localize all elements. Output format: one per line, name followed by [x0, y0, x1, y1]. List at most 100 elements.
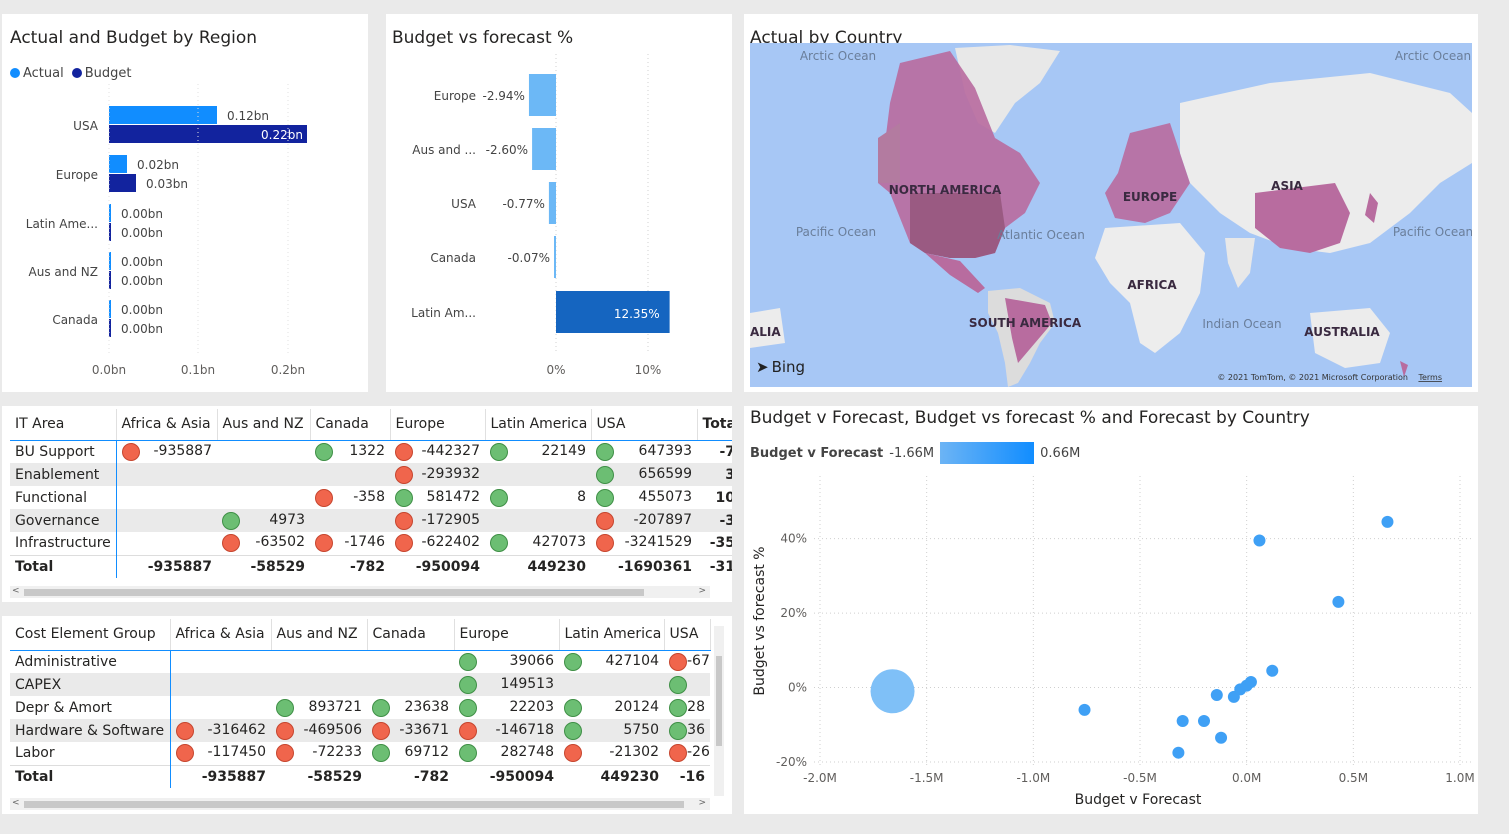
actual-bar[interactable] — [109, 252, 111, 270]
it-row-label[interactable]: Enablement — [10, 463, 117, 486]
scatter-point[interactable] — [1332, 595, 1345, 608]
scroll-left-icon[interactable]: < — [12, 586, 20, 596]
it-col-header[interactable]: USA — [591, 409, 698, 441]
status-green-icon — [395, 488, 413, 507]
it-cell: 8 — [485, 486, 591, 509]
cost-row-label[interactable]: Hardware & Software — [10, 719, 171, 742]
it-row[interactable]: Enablement -293932 656599 3 — [10, 463, 732, 486]
legend-actual[interactable]: Actual — [10, 66, 64, 81]
scatter-point[interactable] — [870, 669, 915, 714]
cost-row[interactable]: Administrative 39066 427104 -67 — [10, 650, 710, 673]
map-card[interactable]: Actual by Country Arctic Ocean Arctic Oc… — [744, 14, 1478, 392]
cost-col-header[interactable]: Latin America — [559, 619, 665, 651]
actual-bar[interactable] — [109, 155, 127, 173]
it-col-header[interactable]: Canada — [310, 409, 391, 441]
scatter-point[interactable] — [1266, 664, 1279, 677]
scatter-point[interactable] — [1172, 746, 1185, 759]
scatter-point[interactable] — [1198, 715, 1210, 728]
scatter-point[interactable] — [1253, 534, 1266, 547]
cost-col-header[interactable]: Aus and NZ — [271, 619, 368, 651]
actual-bar[interactable] — [109, 204, 111, 222]
budget-bar[interactable] — [109, 125, 307, 143]
cost-row[interactable]: Labor -117450 -72233 69712 282748 -21302 -26 — [10, 742, 710, 765]
cost-row-label[interactable]: Depr & Amort — [10, 696, 171, 719]
cost-row[interactable]: Hardware & Software -316462 -469506 -33671-… — [10, 719, 710, 742]
it-col-header[interactable]: Tota — [697, 409, 732, 441]
y-tick-label: -20% — [776, 755, 807, 769]
scatter-point[interactable] — [1244, 675, 1257, 688]
forecast-value-label: -0.07% — [508, 251, 550, 265]
scroll-right-icon[interactable]: > — [698, 586, 706, 596]
cost-col-header[interactable]: Africa & Asia — [170, 619, 272, 651]
it-matrix-scroll-thumb[interactable] — [24, 589, 644, 596]
cost-matrix-vscroll-thumb[interactable] — [716, 656, 722, 746]
actual-bar[interactable] — [109, 300, 111, 318]
world-map[interactable]: Arctic Ocean Arctic Ocean NORTH AMERICA … — [750, 43, 1472, 387]
it-cell — [116, 532, 217, 555]
it-row[interactable]: BU Support -935887 1322 -442327 22149 647393 -… — [10, 440, 732, 463]
budget-bar[interactable] — [109, 223, 111, 241]
it-cell: 656599 — [591, 463, 697, 486]
new-zealand-shape — [1400, 361, 1408, 377]
it-col-header[interactable]: Latin America — [485, 409, 592, 441]
cost-row-label[interactable]: Labor — [10, 742, 171, 765]
scatter-point[interactable] — [1381, 515, 1394, 528]
region-chart-title: Actual and Budget by Region — [10, 28, 258, 48]
it-row-label[interactable]: Infrastructure — [10, 532, 117, 555]
forecast-bar[interactable] — [548, 182, 556, 224]
it-row-label[interactable]: Governance — [10, 509, 117, 532]
budget-bar[interactable] — [109, 319, 111, 337]
region-category-label: Canada — [52, 313, 98, 327]
scroll-left-icon[interactable]: < — [12, 798, 20, 808]
scatter-chart-card[interactable]: Budget v Forecast, Budget vs forecast % … — [744, 406, 1478, 814]
actual-bar[interactable] — [109, 106, 217, 124]
it-col-header[interactable]: Aus and NZ — [217, 409, 311, 441]
scatter-point[interactable] — [1078, 703, 1091, 716]
it-cell — [116, 463, 217, 486]
region-bar-chart-card[interactable]: Actual and Budget by Region Actual Budge… — [2, 14, 368, 392]
it-col-header[interactable]: Africa & Asia — [116, 409, 218, 441]
cost-col-header[interactable]: Cost Element Group — [10, 619, 171, 651]
it-row[interactable]: Infrastructure -63502 -1746 -622402 427073 -3… — [10, 532, 732, 555]
legend-budget[interactable]: Budget — [71, 66, 132, 81]
cost-row[interactable]: Depr & Amort 893721 23638 22203 20124 28 — [10, 696, 710, 719]
forecast-bar[interactable] — [556, 291, 670, 333]
cost-col-header[interactable]: Canada — [367, 619, 455, 651]
it-row-label[interactable]: Functional — [10, 486, 117, 509]
forecast-bar-chart-card[interactable]: Budget vs forecast % 0% 10% Europe -2.94% Au… — [386, 14, 732, 392]
it-area-matrix-card[interactable]: IT Area Africa & Asia Aus and NZ Canada Euro… — [2, 406, 732, 602]
forecast-bar[interactable] — [554, 236, 556, 278]
scroll-right-icon[interactable]: > — [698, 798, 706, 808]
it-row[interactable]: Governance 4973 -172905 -207897 -3 — [10, 509, 732, 532]
scatter-point[interactable] — [1210, 688, 1223, 701]
cost-col-header[interactable]: USA — [664, 619, 711, 651]
scatter-point[interactable] — [1176, 715, 1189, 728]
it-matrix-hscrollbar[interactable]: < > — [10, 586, 710, 598]
cost-matrix-scroll-thumb[interactable] — [24, 801, 684, 808]
it-cell — [217, 486, 310, 509]
map-terms-link[interactable]: Terms — [1417, 373, 1442, 382]
it-cell — [310, 463, 390, 486]
it-cell: 581472 — [390, 486, 485, 509]
status-green-icon — [372, 698, 390, 717]
forecast-value-label: -2.94% — [482, 89, 524, 103]
it-row-label[interactable]: BU Support — [10, 440, 117, 463]
scatter-point[interactable] — [1215, 731, 1228, 744]
cost-row-label[interactable]: CAPEX — [10, 673, 171, 696]
cost-row-label[interactable]: Administrative — [10, 650, 171, 673]
cost-col-header[interactable]: Europe — [454, 619, 560, 651]
budget-bar[interactable] — [109, 174, 136, 192]
cost-element-matrix-card[interactable]: Cost Element Group Africa & Asia Aus and N… — [2, 616, 732, 814]
scatter-legend-max: 0.66M — [1040, 445, 1081, 461]
cost-matrix-hscrollbar[interactable]: < > — [10, 798, 710, 810]
budget-bar[interactable] — [109, 271, 111, 289]
it-total-label: Total — [10, 554, 117, 578]
cost-total-cell: -950094 — [454, 764, 559, 788]
forecast-bar[interactable] — [532, 128, 556, 170]
cost-row[interactable]: CAPEX 149513 — [10, 673, 710, 696]
it-col-header[interactable]: Europe — [390, 409, 486, 441]
cost-matrix-vscrollbar[interactable] — [714, 626, 724, 796]
it-col-header[interactable]: IT Area — [10, 409, 117, 441]
it-row[interactable]: Functional -358 581472 8 455073 10 — [10, 486, 732, 509]
forecast-bar[interactable] — [528, 74, 556, 116]
